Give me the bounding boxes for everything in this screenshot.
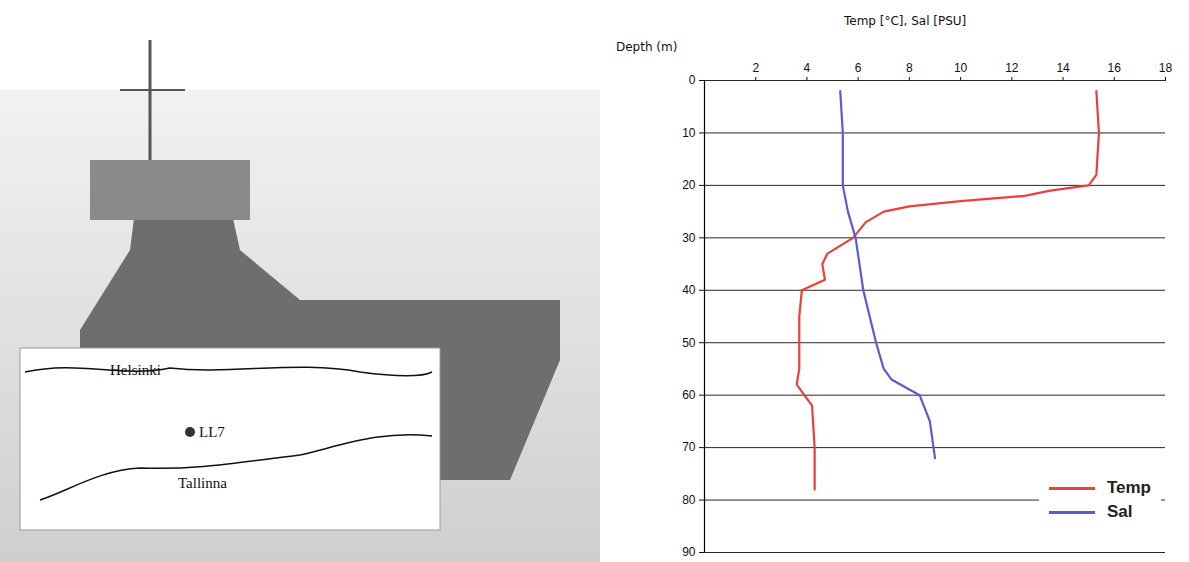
svg-text:16: 16	[1108, 61, 1122, 75]
svg-text:60: 60	[682, 388, 696, 402]
svg-text:6: 6	[855, 61, 862, 75]
svg-text:14: 14	[1056, 61, 1070, 75]
svg-text:90: 90	[682, 545, 696, 559]
svg-text:8: 8	[906, 61, 913, 75]
html-text:Temp [°C], Sal [PSU]: Temp [°C], Sal [PSU]	[844, 14, 967, 28]
svg-text:40: 40	[682, 283, 696, 297]
svg-text:50: 50	[682, 336, 696, 350]
svg-text:30: 30	[682, 231, 696, 245]
svg-text:0: 0	[689, 73, 696, 87]
svg-text:70: 70	[682, 440, 696, 454]
html-text:Depth (m): Depth (m)	[616, 40, 678, 54]
svg-text:12: 12	[1005, 61, 1019, 75]
svg-text:18: 18	[1159, 61, 1173, 75]
svg-text:Helsinki: Helsinki	[110, 362, 161, 378]
svg-text:Tallinna: Tallinna	[178, 475, 227, 491]
svg-text:10: 10	[682, 126, 696, 140]
svg-text:20: 20	[682, 178, 696, 192]
svg-text:LL7: LL7	[199, 424, 225, 440]
html-text:Sal: Sal	[1106, 502, 1133, 521]
svg-text:4: 4	[804, 61, 811, 75]
svg-text:80: 80	[682, 493, 696, 507]
svg-text:10: 10	[954, 61, 968, 75]
html-text:Temp: Temp	[1106, 478, 1151, 497]
svg-text:2: 2	[752, 61, 759, 75]
